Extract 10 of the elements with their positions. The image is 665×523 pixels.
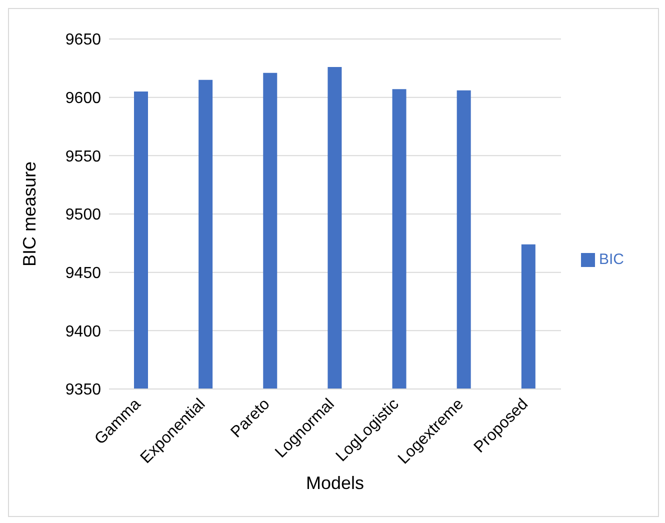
x-axis-title: Models [306, 473, 364, 493]
y-tick-label: 9350 [65, 382, 102, 399]
y-tick-label: 9400 [65, 323, 102, 340]
y-tick-label: 9550 [65, 148, 102, 166]
y-tick-label: 9450 [65, 265, 102, 282]
legend-label: BIC [598, 250, 624, 268]
y-tick-label: 9500 [65, 206, 102, 224]
y-tick-label: 9650 [65, 32, 102, 49]
y-axis-title: BIC measure [19, 161, 40, 267]
y-tick-label: 9600 [65, 90, 102, 108]
